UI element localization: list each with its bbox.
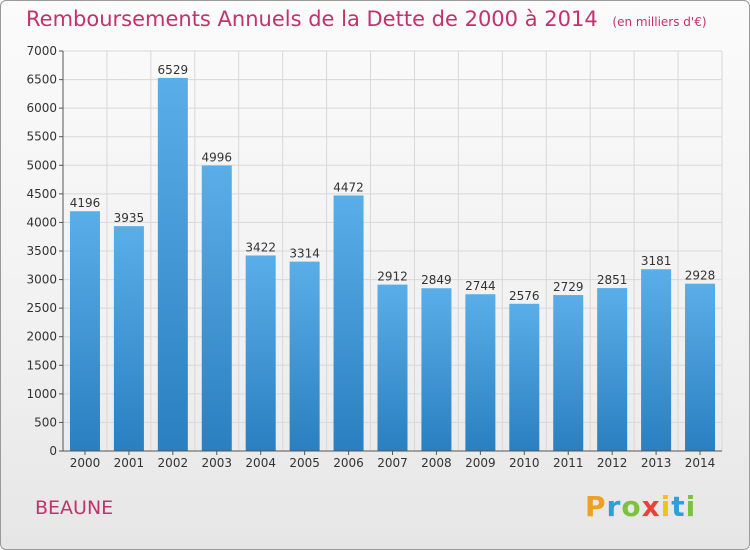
x-tick-label: 2010 <box>509 456 540 470</box>
value-label: 4472 <box>333 180 364 194</box>
value-label: 2576 <box>509 289 540 303</box>
y-tick-label: 0 <box>49 444 57 458</box>
bar <box>509 303 540 451</box>
value-label: 2912 <box>377 270 408 284</box>
x-tick-label: 2003 <box>201 456 232 470</box>
bar <box>289 261 320 451</box>
x-tick-label: 2014 <box>685 456 716 470</box>
y-tick-label: 4500 <box>26 187 57 201</box>
proxiti-logo: Proxiti <box>585 490 696 523</box>
value-label: 2851 <box>597 273 628 287</box>
y-tick-label: 1000 <box>26 387 57 401</box>
value-label: 3314 <box>289 247 320 261</box>
bar <box>201 165 232 451</box>
y-tick-label: 6000 <box>26 101 57 115</box>
bar <box>553 295 584 451</box>
chart-title: Remboursements Annuels de la Dette de 20… <box>26 7 707 31</box>
y-tick-label: 5500 <box>26 130 57 144</box>
bar <box>597 288 628 451</box>
logo-letter: o <box>621 490 642 523</box>
city-name: BEAUNE <box>35 497 114 519</box>
x-tick-label: 2007 <box>377 456 408 470</box>
value-label: 3935 <box>114 211 145 225</box>
value-label: 2744 <box>465 279 496 293</box>
value-label: 4196 <box>70 196 101 210</box>
value-label: 3181 <box>641 254 672 268</box>
y-tick-label: 3500 <box>26 244 57 258</box>
logo-letter: x <box>641 490 661 523</box>
bar <box>421 288 452 451</box>
y-tick-label: 6500 <box>26 73 57 87</box>
x-tick-label: 2008 <box>421 456 452 470</box>
bar <box>685 283 716 451</box>
value-label: 4996 <box>201 151 232 165</box>
x-tick-label: 2009 <box>465 456 496 470</box>
chart-subtitle: (en milliers d'€) <box>612 15 707 29</box>
x-tick-label: 2005 <box>289 456 320 470</box>
logo-letter: i <box>685 490 697 523</box>
value-label: 3422 <box>245 240 276 254</box>
bar <box>641 269 672 451</box>
bar <box>377 284 408 451</box>
x-tick-label: 2013 <box>641 456 672 470</box>
value-label: 2849 <box>421 273 452 287</box>
y-tick-label: 2500 <box>26 301 57 315</box>
y-tick-label: 500 <box>34 415 57 429</box>
y-tick-label: 4000 <box>26 215 57 229</box>
x-tick-label: 2001 <box>114 456 145 470</box>
x-tick-label: 2012 <box>597 456 628 470</box>
y-tick-label: 7000 <box>26 44 57 58</box>
x-tick-label: 2002 <box>158 456 189 470</box>
bar <box>157 77 188 452</box>
bar <box>113 226 144 451</box>
x-tick-label: 2011 <box>553 456 584 470</box>
y-tick-label: 1500 <box>26 358 57 372</box>
y-tick-label: 5000 <box>26 158 57 172</box>
logo-letter: r <box>606 490 622 523</box>
value-labels: 4196 3935 6529 4996 3422 3314 4472 2912 2849 2744… <box>70 63 716 303</box>
bar <box>69 211 100 451</box>
x-tick-label: 2004 <box>245 456 276 470</box>
y-tick-label: 2000 <box>26 330 57 344</box>
logo-letter: t <box>671 490 686 523</box>
bars <box>69 77 716 452</box>
value-label: 6529 <box>158 63 189 77</box>
value-label: 2729 <box>553 280 584 294</box>
y-tick-label: 3000 <box>26 273 57 287</box>
bar <box>465 294 496 451</box>
value-label: 2928 <box>685 269 716 283</box>
x-tick-label: 2000 <box>70 456 101 470</box>
logo-letter: P <box>585 490 607 523</box>
x-tick-label: 2006 <box>333 456 364 470</box>
title-text: Remboursements Annuels de la Dette de 20… <box>26 7 598 31</box>
logo-letter: i <box>660 490 672 523</box>
bar <box>333 195 364 451</box>
bar <box>245 255 276 451</box>
axes: 0 500 1000 1500 2000 2500 3000 3500 4000 4500 5000… <box>26 44 722 470</box>
